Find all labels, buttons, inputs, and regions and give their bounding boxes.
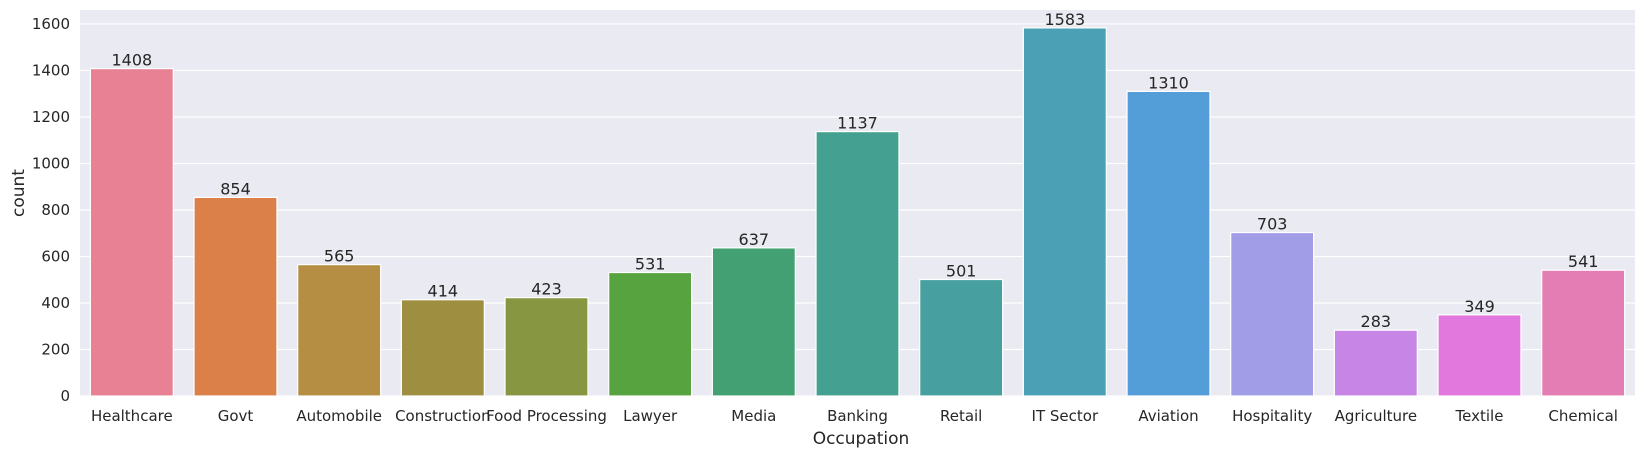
bar-value-label: 854 <box>220 179 251 198</box>
bar <box>297 264 382 397</box>
bar <box>1437 314 1522 397</box>
x-tick-label: Aviation <box>1138 407 1198 425</box>
bar <box>193 196 278 397</box>
x-axis-label: Occupation <box>813 429 910 449</box>
y-tick-label: 200 <box>41 340 70 358</box>
bar-value-label: 541 <box>1568 252 1599 271</box>
bar-value-label: 423 <box>531 280 562 299</box>
x-tick-label: Automobile <box>296 407 382 425</box>
x-tick-label: Govt <box>218 407 254 425</box>
y-tick-label: 1600 <box>32 15 70 33</box>
bar-value-label: 1408 <box>111 51 152 70</box>
x-tick-label: Textile <box>1455 407 1504 425</box>
bar <box>1230 231 1315 397</box>
bar <box>1333 329 1418 397</box>
x-tick-label: Lawyer <box>623 407 678 425</box>
bar <box>89 67 174 397</box>
bar-value-label: 531 <box>635 255 666 274</box>
bar-value-label: 349 <box>1464 297 1495 316</box>
y-tick-label: 400 <box>41 294 70 312</box>
bar-value-label: 501 <box>946 262 977 281</box>
y-tick-label: 0 <box>60 387 70 405</box>
bar-value-label: 1583 <box>1044 10 1085 29</box>
bar-value-label: 1137 <box>837 114 878 133</box>
x-tick-label: Agriculture <box>1335 407 1418 425</box>
x-tick-label: Retail <box>940 407 982 425</box>
x-tick-label: Hospitality <box>1232 407 1312 425</box>
bar <box>1022 27 1107 397</box>
x-tick-label: Banking <box>827 407 888 425</box>
x-tick-label: Media <box>731 407 776 425</box>
bar <box>815 131 900 397</box>
x-tick-label: Construction <box>395 407 491 425</box>
bar <box>400 299 485 397</box>
bar <box>919 278 1004 397</box>
y-tick-label: 800 <box>41 201 70 219</box>
data-labels: 1408 854 565 414 423 531 637 1137 501 1583 1310 703… <box>111 10 1598 331</box>
bar-value-label: 565 <box>324 247 355 266</box>
bar-value-label: 414 <box>428 282 459 301</box>
x-tick-label: IT Sector <box>1032 407 1099 425</box>
bar <box>1541 269 1626 397</box>
bar-value-label: 637 <box>739 230 770 249</box>
bar-value-label: 703 <box>1257 215 1288 234</box>
bar <box>608 271 693 397</box>
bar-value-label: 1310 <box>1148 73 1189 92</box>
y-tick-label: 1000 <box>32 154 70 172</box>
bars <box>89 27 1626 397</box>
x-axis-ticks: Healthcare Govt Automobile ConstructionFood… <box>91 407 1618 425</box>
y-axis-label: count <box>9 169 29 217</box>
bar-value-label: 283 <box>1361 312 1392 331</box>
y-tick-label: 1400 <box>32 61 70 79</box>
x-tick-label: Chemical <box>1548 407 1618 425</box>
y-axis-ticks: 0 200 400 600 800 1000 1200 1400 1600 <box>32 15 70 405</box>
y-tick-label: 1200 <box>32 108 70 126</box>
bar <box>1126 90 1211 397</box>
bar <box>504 297 589 397</box>
bar <box>711 247 796 397</box>
y-tick-label: 600 <box>41 247 70 265</box>
x-tick-label: Food Processing <box>486 407 607 425</box>
x-tick-label: Healthcare <box>91 407 173 425</box>
